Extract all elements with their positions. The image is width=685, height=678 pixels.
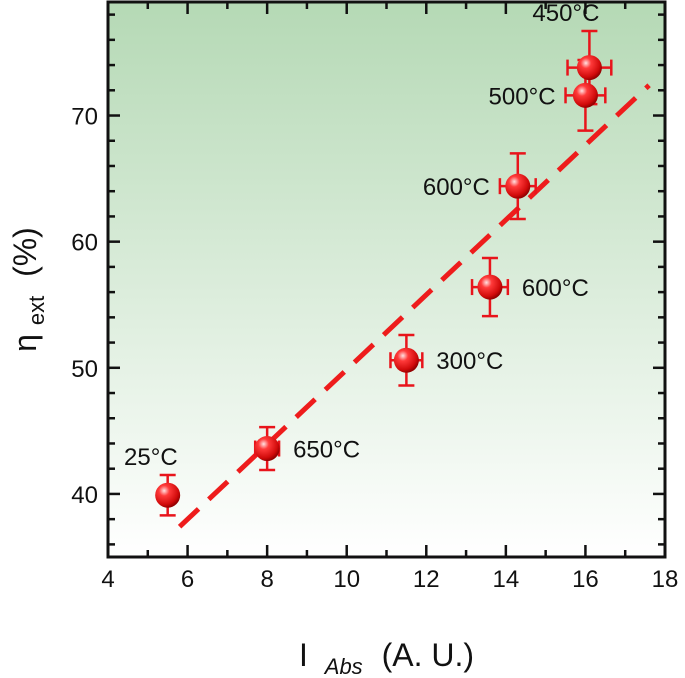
x-tick-label: 14 — [493, 566, 520, 593]
x-tick-label: 8 — [260, 566, 273, 593]
y-axis-title-unit: (%) — [7, 227, 43, 277]
data-point — [254, 436, 280, 462]
point-label: 25°C — [124, 444, 178, 471]
points-layer — [155, 55, 602, 508]
data-point — [576, 55, 602, 81]
data-point — [155, 482, 181, 508]
point-label: 650°C — [293, 437, 360, 464]
fit-line-layer — [177, 83, 651, 529]
x-axis-ticks: 4 6 8 10 12 14 16 18 — [101, 2, 678, 593]
x-axis-title-sub: Abs — [323, 654, 363, 678]
y-tick-label: 50 — [71, 356, 98, 383]
x-tick-label: 6 — [181, 566, 194, 593]
point-labels-layer: 25°C 650°C 300°C 600°C 600°C 500°C 450°C — [124, 0, 599, 471]
y-axis-title-sub: ext — [24, 296, 49, 325]
fit-line — [177, 83, 651, 529]
x-tick-label: 4 — [101, 566, 114, 593]
x-tick-label: 10 — [333, 566, 360, 593]
y-tick-label: 40 — [71, 482, 98, 509]
y-axis-title: η ext (%) — [7, 227, 51, 352]
data-point — [505, 173, 531, 199]
data-point — [572, 82, 598, 108]
x-tick-label: 12 — [413, 566, 440, 593]
x-tick-label: 18 — [652, 566, 679, 593]
x-axis-title-unit: (A. U.) — [382, 637, 474, 673]
point-label: 600°C — [522, 275, 589, 302]
point-label: 450°C — [532, 0, 599, 27]
y-axis-ticks: 40 50 60 70 — [71, 13, 665, 546]
y-axis-title-main: η — [7, 334, 43, 352]
x-axis-title: I Abs (A. U.) — [299, 637, 474, 678]
x-tick-label: 16 — [572, 566, 599, 593]
y-tick-label: 70 — [71, 104, 98, 131]
data-point — [477, 274, 503, 300]
y-tick-label: 60 — [71, 230, 98, 257]
point-label: 600°C — [423, 174, 490, 201]
data-point — [393, 347, 419, 373]
x-axis-title-main: I — [299, 637, 308, 673]
point-label: 300°C — [436, 348, 503, 375]
point-label: 500°C — [489, 83, 556, 110]
